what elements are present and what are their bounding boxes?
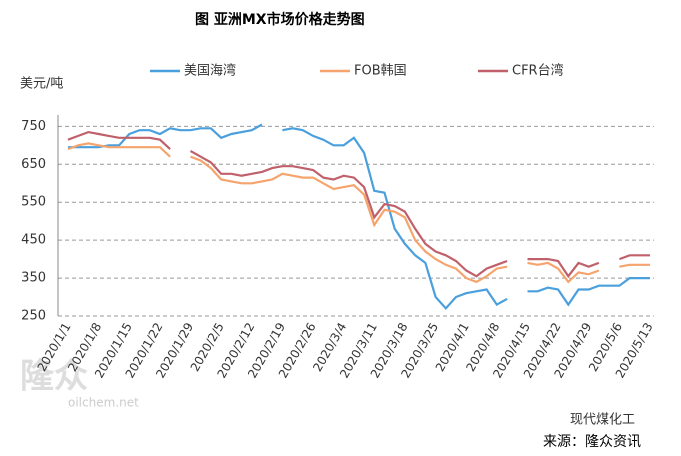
watermark: 隆众 bbox=[20, 357, 88, 397]
series-line bbox=[67, 130, 650, 279]
y-tick-label: 350 bbox=[21, 271, 46, 286]
watermark: oilchem.net bbox=[68, 396, 139, 410]
y-axis-label: 美元/吨 bbox=[20, 77, 63, 92]
y-tick-label: 250 bbox=[21, 309, 46, 324]
legend-label: FOB韩国 bbox=[354, 64, 407, 79]
series-line bbox=[68, 123, 650, 311]
legend-label: 美国海湾 bbox=[184, 63, 236, 79]
chart-title: 图 亚洲MX市场价格走势图 bbox=[195, 11, 365, 28]
legend-label: CFR台湾 bbox=[512, 63, 564, 79]
y-tick-label: 550 bbox=[21, 195, 46, 210]
series-line bbox=[67, 142, 650, 284]
signature: 现代煤化工 bbox=[570, 413, 635, 428]
y-tick-label: 650 bbox=[21, 157, 46, 172]
y-tick-label: 450 bbox=[21, 233, 46, 248]
source: 来源：隆众资讯 bbox=[543, 434, 641, 450]
y-tick-label: 750 bbox=[21, 119, 46, 134]
